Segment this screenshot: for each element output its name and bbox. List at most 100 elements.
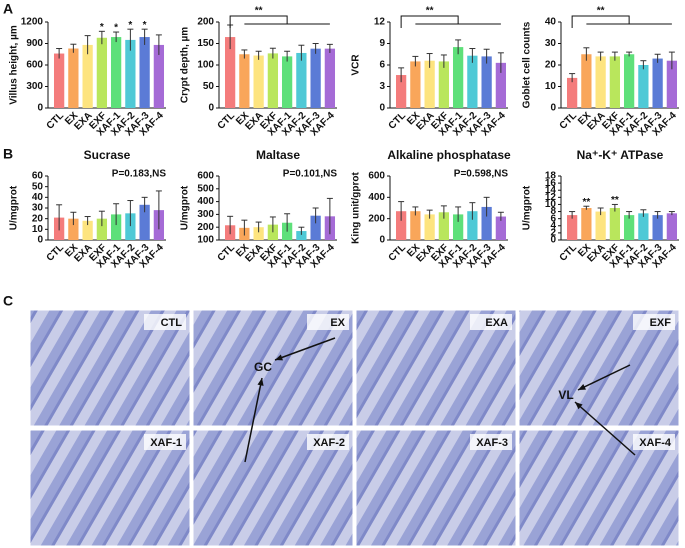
label-bg	[470, 434, 512, 450]
arrow	[274, 337, 336, 361]
micrograph-label: CTL	[161, 317, 183, 329]
y-tick-label: 2	[550, 228, 556, 239]
error-bar	[312, 207, 319, 224]
error-bar	[483, 48, 490, 64]
error-bar	[241, 49, 248, 59]
y-tick-label: 12	[545, 192, 557, 203]
bar	[467, 211, 478, 240]
y-tick-label: 0	[379, 103, 385, 114]
bar	[638, 213, 649, 240]
error-bar	[269, 216, 276, 233]
error-bar	[611, 51, 618, 61]
label-bg	[470, 314, 512, 330]
panel-label: C	[3, 293, 13, 309]
arrow-head	[275, 354, 283, 361]
arrow-head	[575, 402, 583, 410]
label-bg	[144, 434, 186, 450]
error-bar	[597, 51, 604, 61]
micrograph-label: XAF-3	[476, 437, 508, 449]
error-bar	[597, 207, 604, 216]
error-bar	[412, 206, 419, 216]
error-bar	[98, 30, 105, 45]
y-axis-label: U/mgprot	[180, 185, 191, 230]
chart-title: Na⁺-K⁺ ATPase	[577, 148, 664, 162]
error-bar	[626, 51, 633, 57]
y-axis-label: VCR	[351, 54, 362, 76]
bar	[652, 215, 663, 240]
bar	[239, 54, 250, 108]
error-bar	[569, 211, 576, 219]
error-bar	[56, 48, 63, 59]
bar	[96, 37, 108, 109]
significance: *	[143, 20, 147, 31]
error-bar	[84, 216, 91, 226]
y-tick-label: 100	[197, 60, 214, 71]
error-bar	[284, 50, 291, 62]
error-bar	[583, 47, 590, 61]
error-bar	[626, 211, 633, 219]
micrograph-label: XAF-1	[150, 437, 182, 449]
bar	[495, 216, 507, 240]
bar	[110, 214, 122, 240]
y-tick-label: 600	[197, 171, 214, 182]
y-tick-label: 14	[545, 185, 557, 196]
bar	[68, 48, 79, 108]
y-tick-label: 10	[545, 81, 557, 92]
bar	[581, 208, 592, 240]
error-bar	[326, 197, 333, 235]
error-bar	[326, 43, 333, 53]
x-tick-label: CTL	[45, 242, 67, 264]
bar	[410, 61, 421, 108]
error-bar	[255, 221, 262, 233]
bar	[481, 206, 492, 240]
y-tick-label: 500	[197, 183, 214, 194]
bar	[623, 54, 635, 108]
error-bar	[455, 39, 462, 55]
bar	[452, 214, 464, 240]
error-bar	[255, 50, 262, 60]
bar	[139, 204, 150, 240]
y-tick-label: 1200	[21, 17, 44, 28]
significance: *	[100, 22, 104, 33]
y-tick-label: 600	[26, 60, 43, 71]
bar	[82, 220, 93, 240]
x-tick-label: CTL	[45, 110, 67, 132]
y-tick-label: 400	[197, 196, 214, 207]
bar	[395, 75, 407, 108]
label-bg	[633, 434, 675, 450]
y-tick-label: 30	[545, 38, 557, 49]
error-bar	[298, 226, 305, 235]
y-tick-label: 20	[545, 60, 557, 71]
p-value: P=0.101,NS	[283, 169, 338, 180]
micrograph-label: XAF-4	[639, 437, 672, 449]
y-tick-label: 0	[550, 235, 556, 246]
y-axis-label: U/mgprot	[9, 185, 20, 230]
error-bar	[70, 43, 77, 53]
bar	[566, 77, 578, 108]
error-bar	[469, 202, 476, 220]
bar	[609, 56, 621, 108]
arrow-head	[578, 383, 586, 390]
y-tick-label: 30	[32, 203, 44, 214]
error-bar	[269, 47, 276, 59]
significance: *	[128, 20, 132, 31]
bar	[267, 53, 279, 108]
y-tick-label: 300	[26, 81, 43, 92]
error-bar	[426, 53, 433, 68]
bar	[125, 213, 136, 240]
significance: **	[611, 195, 619, 206]
y-tick-label: 10	[32, 224, 44, 235]
bar	[125, 39, 136, 108]
label-bg	[633, 314, 675, 330]
label-bg	[307, 434, 349, 450]
bar	[68, 218, 79, 240]
bar	[652, 58, 663, 108]
bar	[666, 213, 678, 240]
bar	[623, 215, 635, 240]
y-axis-label: King unit/gprot	[351, 172, 362, 244]
error-bar	[654, 53, 661, 63]
error-bar	[127, 28, 134, 51]
error-bar	[426, 209, 433, 219]
y-tick-label: 8	[550, 206, 556, 217]
